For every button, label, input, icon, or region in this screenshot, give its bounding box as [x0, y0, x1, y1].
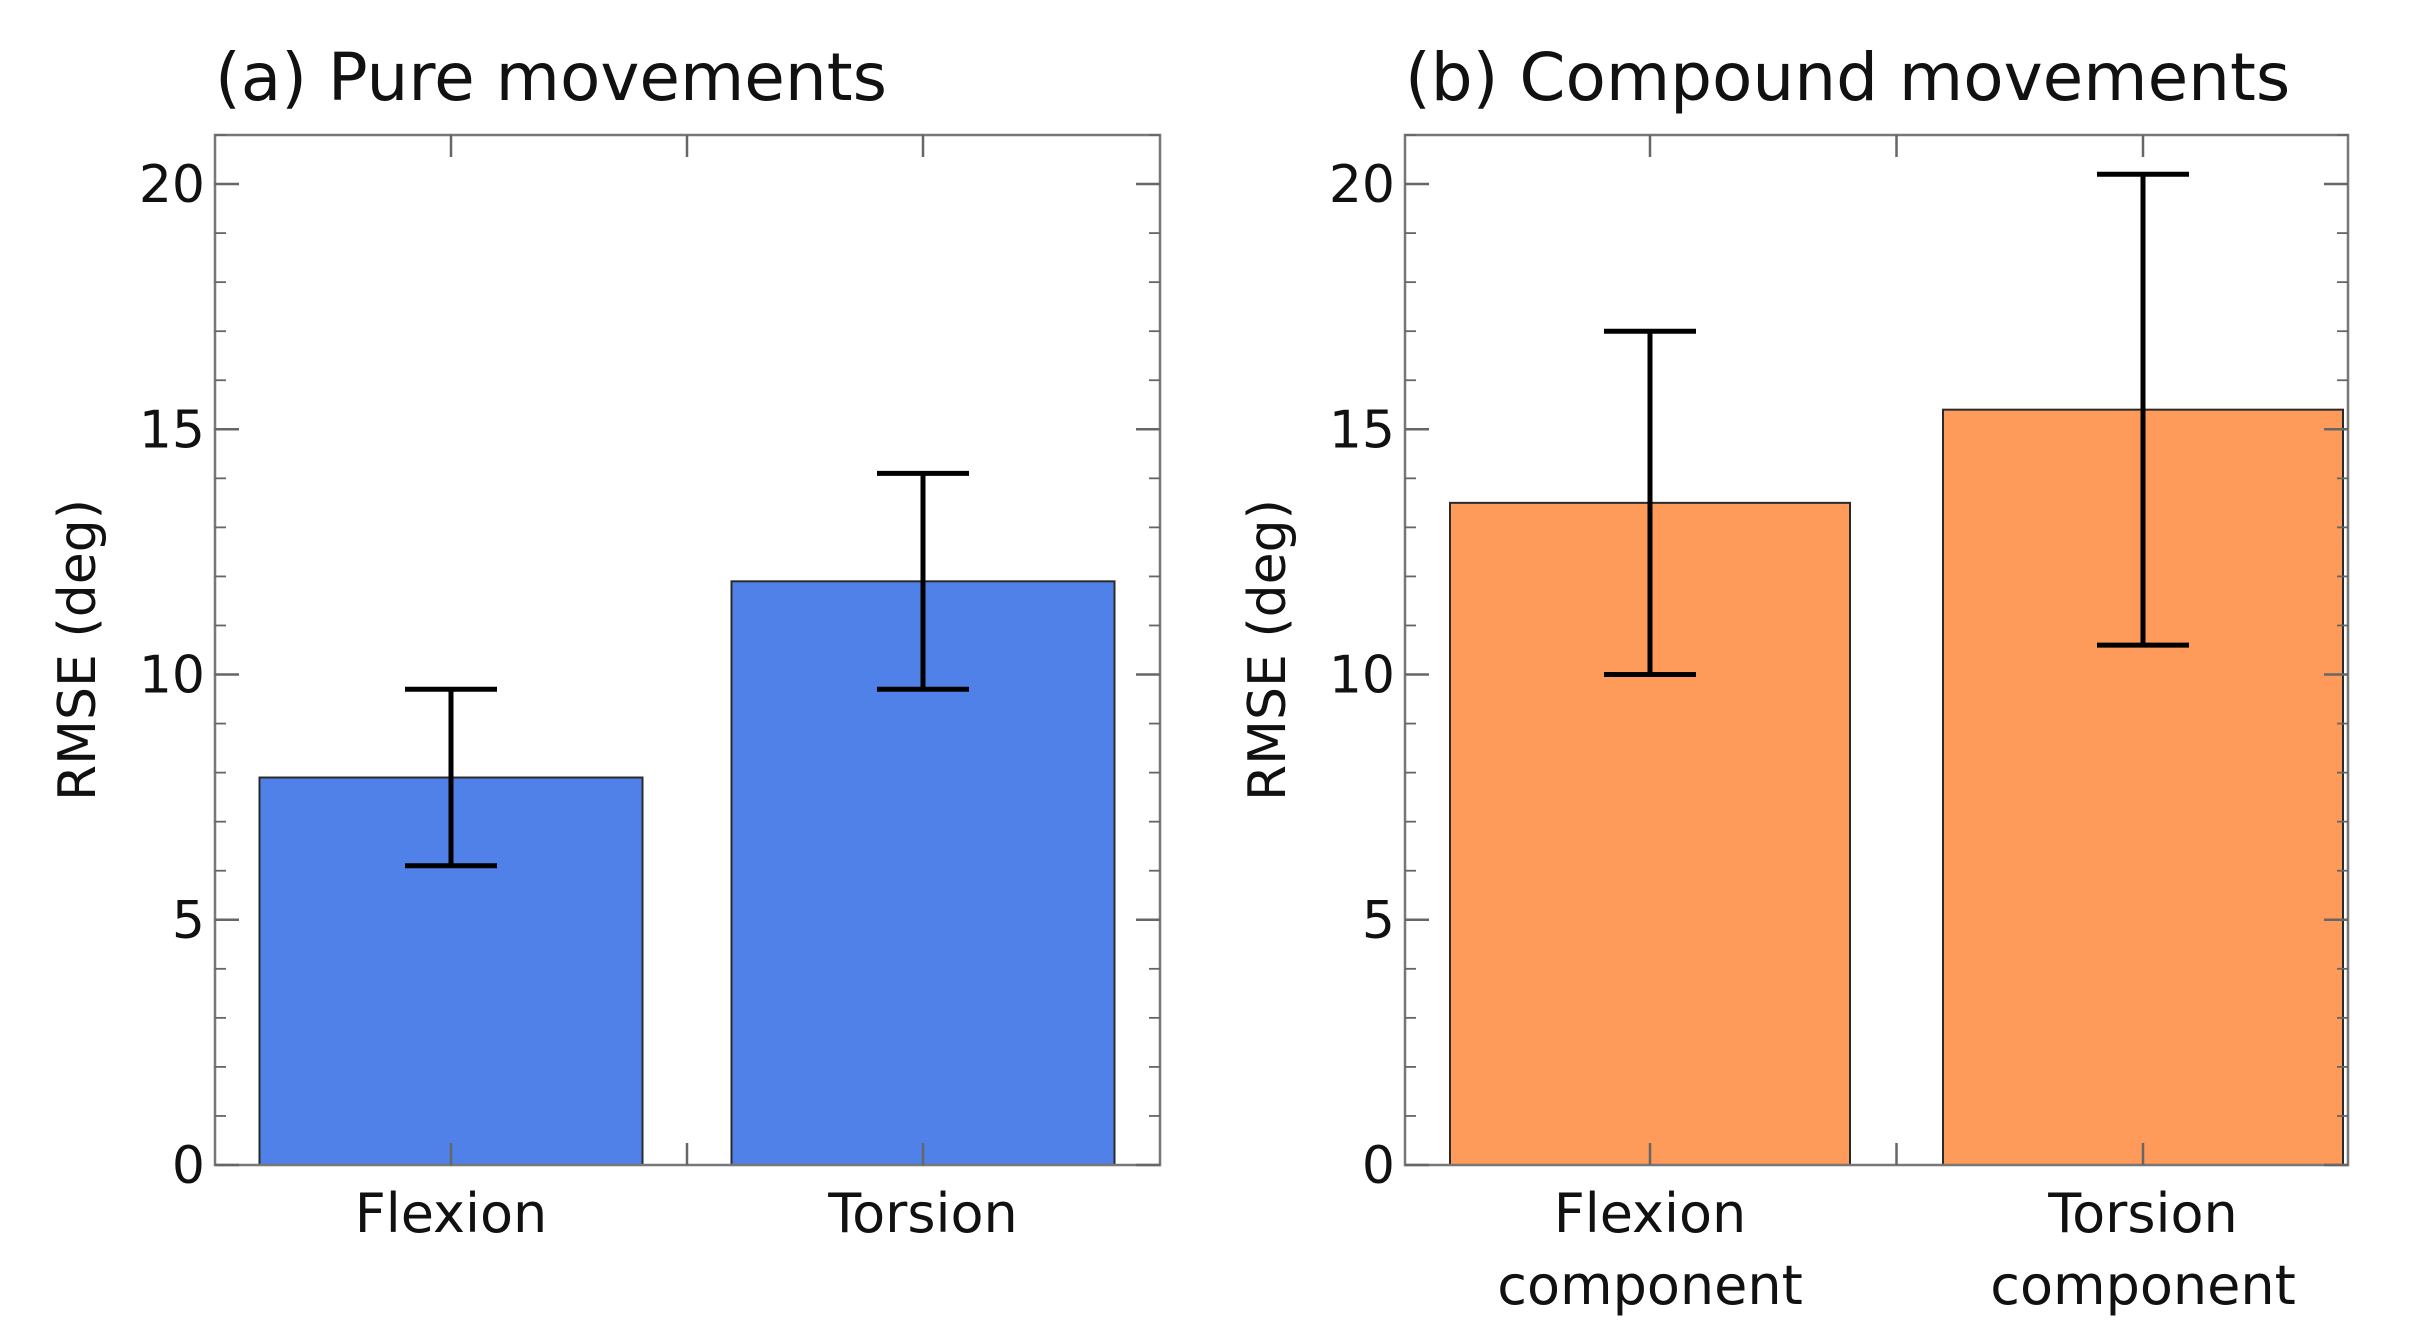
y-axis-label: RMSE (deg) — [1238, 499, 1298, 801]
x-category-label-line: Flexion — [355, 1182, 548, 1245]
plot-frame — [1403, 133, 2350, 1167]
x-category-label-line: component — [1497, 1254, 1803, 1317]
x-category-label: Torsion — [827, 1182, 1017, 1245]
y-tick-label: 5 — [1362, 891, 1395, 951]
y-tick-label: 20 — [1329, 155, 1395, 215]
x-category-label: Torsion component — [1990, 1182, 2296, 1317]
panel-b-compound-movements: (b) Compound movements 0 5 10 15 20 Flexion com… — [1238, 39, 2350, 1317]
x-category-label-line: Torsion — [827, 1182, 1017, 1245]
x-category-label: Flexion component — [1497, 1182, 1803, 1317]
y-axis-label: RMSE (deg) — [48, 499, 108, 801]
y-tick-label: 15 — [1329, 400, 1395, 460]
y-tick-label: 5 — [172, 891, 205, 951]
y-tick-label: 10 — [1329, 646, 1395, 706]
panel-a-pure-movements: (a) Pure movements 0 5 10 15 20 Flexion Torsion… — [48, 39, 1162, 1245]
y-tick-label: 0 — [172, 1136, 205, 1196]
y-tick-label: 20 — [139, 155, 205, 215]
x-category-label-line: Flexion — [1554, 1182, 1747, 1245]
y-tick-label: 10 — [139, 646, 205, 706]
y-tick-label: 15 — [139, 400, 205, 460]
x-category-label-line: component — [1990, 1254, 2296, 1317]
chart-title: (b) Compound movements — [1405, 39, 2290, 116]
y-tick-label: 0 — [1362, 1136, 1395, 1196]
chart-title: (a) Pure movements — [215, 39, 887, 116]
x-category-label: Flexion — [355, 1182, 548, 1245]
x-category-label-line: Torsion — [2047, 1182, 2237, 1245]
